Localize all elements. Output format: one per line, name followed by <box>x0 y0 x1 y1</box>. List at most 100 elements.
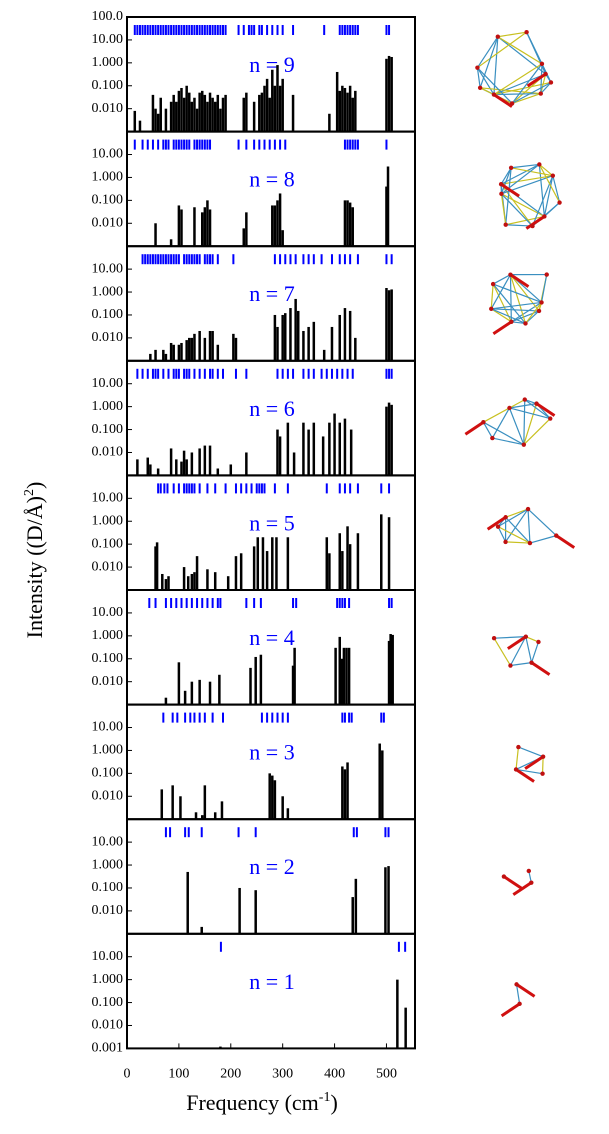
y-tick-label: 1.000 <box>92 284 124 299</box>
stick <box>262 537 265 590</box>
x-tick-label: 100 <box>168 1067 189 1082</box>
x-tick-label: 400 <box>324 1067 345 1082</box>
stick <box>139 121 142 132</box>
atom <box>523 321 527 325</box>
stick <box>346 526 349 590</box>
displacement-arrow <box>465 422 483 434</box>
stick <box>281 796 284 819</box>
stick <box>232 334 235 361</box>
stick <box>185 86 188 132</box>
stick <box>380 514 383 590</box>
y-tick-label: 10.00 <box>92 720 124 735</box>
panel-title: n = 7 <box>249 281 294 306</box>
stick <box>390 405 393 476</box>
stick <box>313 423 316 476</box>
bond <box>510 275 511 322</box>
y-tick-label: 1.000 <box>92 743 124 758</box>
y-tick-label: 0.010 <box>92 1018 124 1033</box>
stick <box>357 533 360 590</box>
bond <box>477 37 497 68</box>
stick <box>149 354 152 361</box>
stick <box>136 459 139 475</box>
atom <box>502 874 506 878</box>
y-tick-label: 0.001 <box>92 1041 124 1056</box>
stick <box>204 338 207 361</box>
stick <box>349 544 352 590</box>
stick <box>345 648 348 705</box>
stick <box>293 648 296 705</box>
stick <box>184 691 187 705</box>
stick <box>172 95 175 132</box>
stick <box>344 769 347 819</box>
y-tick-label: 1.000 <box>92 628 124 643</box>
stick <box>341 766 344 819</box>
stick <box>344 88 347 132</box>
stick <box>157 114 160 132</box>
y-axis-label: Intensity ((D/Å)2) <box>22 482 47 639</box>
stick <box>171 785 174 819</box>
stick <box>243 98 246 132</box>
stick <box>191 682 194 705</box>
stick <box>307 430 310 476</box>
stick <box>217 95 220 132</box>
stick <box>388 290 391 361</box>
displacement-arrow <box>525 757 543 769</box>
y-tick-label: 0.010 <box>92 215 124 230</box>
bond <box>516 747 518 769</box>
stick <box>348 648 351 705</box>
stick <box>165 579 168 590</box>
atom <box>523 397 527 401</box>
panel-title: n = 5 <box>249 510 294 535</box>
bond <box>518 747 543 757</box>
y-tick-label: 10.00 <box>92 376 124 391</box>
stick <box>328 553 331 590</box>
stick <box>201 212 204 246</box>
stick <box>200 927 203 934</box>
stick <box>178 205 181 246</box>
atom <box>517 1002 521 1006</box>
stick <box>388 517 391 590</box>
stick <box>157 469 160 476</box>
stick <box>198 448 201 475</box>
y-tick-label: 1.000 <box>92 170 124 185</box>
bond <box>526 637 532 663</box>
atom <box>481 420 485 424</box>
stick <box>266 79 269 132</box>
stick <box>185 459 188 475</box>
y-tick-label: 10.00 <box>92 949 124 964</box>
stick <box>274 315 277 361</box>
stick <box>279 436 282 475</box>
stick <box>344 200 347 246</box>
stick <box>388 56 391 132</box>
stick <box>180 209 183 246</box>
stick <box>384 867 387 934</box>
y-tick-label: 1.000 <box>92 513 124 528</box>
structure <box>492 634 550 674</box>
displacement-arrow <box>556 536 574 548</box>
stick <box>344 419 347 476</box>
stick <box>331 327 334 361</box>
bond <box>510 663 531 666</box>
stick <box>276 327 279 361</box>
atom <box>542 214 546 218</box>
y-tick-label: 0.010 <box>92 330 124 345</box>
stick <box>211 98 214 132</box>
stick <box>294 299 297 361</box>
stick <box>149 464 152 475</box>
bond <box>543 757 544 774</box>
stick <box>349 203 352 247</box>
displacement-arrow <box>502 1004 520 1016</box>
stick <box>238 888 241 934</box>
atom <box>530 224 534 228</box>
atom <box>539 300 543 304</box>
atom <box>524 634 528 638</box>
stick <box>344 308 347 361</box>
y-tick-label: 0.010 <box>92 101 124 116</box>
stick <box>355 879 358 934</box>
atom <box>496 35 500 39</box>
stick <box>243 228 246 246</box>
